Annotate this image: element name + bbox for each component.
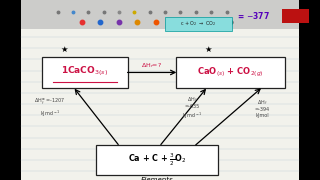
Text: Ca + C + $\frac{3}{2}$O$_2$: Ca + C + $\frac{3}{2}$O$_2$	[128, 152, 186, 168]
FancyBboxPatch shape	[96, 145, 218, 175]
FancyBboxPatch shape	[282, 9, 309, 23]
Text: 1CaCO$_{3(s)}$: 1CaCO$_{3(s)}$	[61, 64, 108, 78]
Text: c + O$_2$ $\rightarrow$ CO$_2$: c + O$_2$ $\rightarrow$ CO$_2$	[180, 19, 217, 28]
Text: $\Delta$H$_f$
=-394
kJmol: $\Delta$H$_f$ =-394 kJmol	[255, 98, 270, 118]
Text: CaO$_{(s)}$ + CO$_{2(g)}$: CaO$_{(s)}$ + CO$_{2(g)}$	[197, 66, 264, 79]
FancyBboxPatch shape	[21, 0, 299, 180]
Text: $\Delta$H$_f$
=-635
kJmol$^{-1}$: $\Delta$H$_f$ =-635 kJmol$^{-1}$	[182, 95, 202, 121]
Text: ★: ★	[204, 45, 212, 54]
FancyBboxPatch shape	[176, 57, 285, 88]
FancyBboxPatch shape	[42, 57, 128, 88]
FancyBboxPatch shape	[165, 17, 232, 31]
Text: ★: ★	[60, 45, 68, 54]
Text: $\Delta$H$_r$=?: $\Delta$H$_r$=?	[141, 61, 163, 70]
FancyBboxPatch shape	[21, 0, 299, 29]
Text: $\Delta$H$_f^\ominus$=-1207
kJmol$^{-1}$: $\Delta$H$_f^\ominus$=-1207 kJmol$^{-1}$	[34, 97, 65, 119]
Text: Elements: Elements	[140, 177, 173, 180]
Text: = $-$377: = $-$377	[237, 10, 270, 21]
